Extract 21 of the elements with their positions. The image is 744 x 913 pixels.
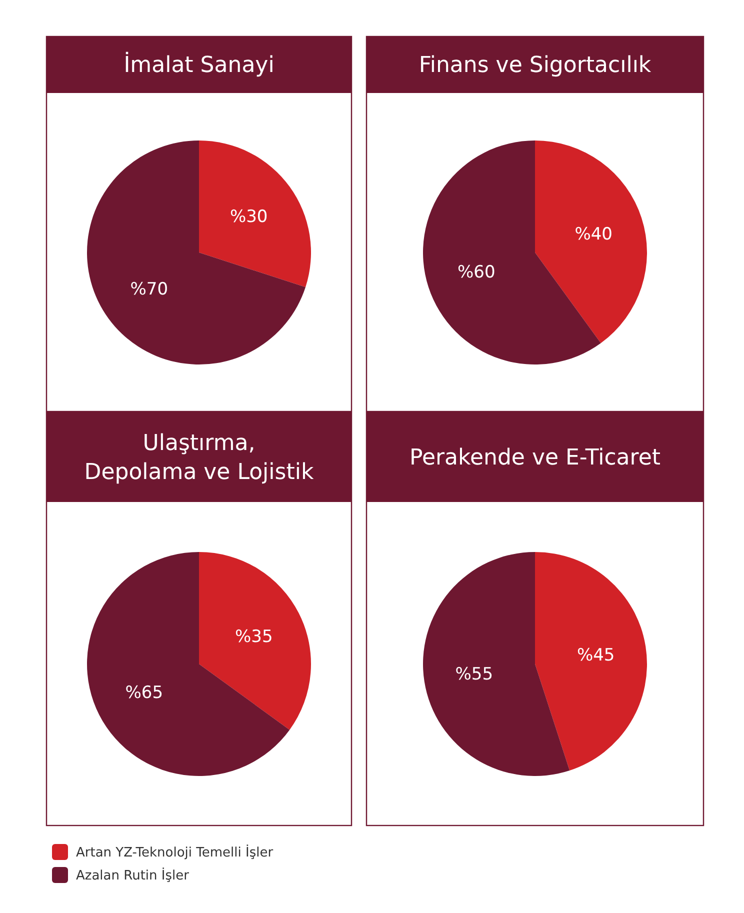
data-label: %30	[230, 207, 268, 228]
data-label: %70	[130, 280, 168, 300]
data-label: %65	[125, 682, 164, 703]
chart-title: Ulaştırma, Depolama ve Lojistik	[84, 431, 314, 486]
data-label: %60	[458, 262, 496, 282]
data-label: %35	[234, 626, 273, 647]
data-label: %45	[576, 645, 615, 666]
chart-title: İmalat Sanayi	[124, 51, 274, 78]
pie-slice	[199, 140, 311, 288]
chart-title: Finans ve Sigortacılık	[418, 53, 652, 78]
legend-label: Azalan Rutin İşler	[76, 868, 190, 884]
pie-slice	[535, 552, 647, 771]
legend-label: Artan YZ-Teknoloji Temelli İşler	[76, 844, 274, 861]
pie-slice	[423, 552, 570, 776]
pie-slice	[535, 140, 647, 344]
data-label: %55	[455, 664, 494, 685]
pie-slice	[87, 140, 306, 364]
pie-slice	[87, 552, 290, 776]
data-label: %40	[574, 224, 612, 244]
pie-slice	[199, 552, 311, 730]
chart-title: Perakende ve E-Ticaret	[409, 446, 661, 471]
